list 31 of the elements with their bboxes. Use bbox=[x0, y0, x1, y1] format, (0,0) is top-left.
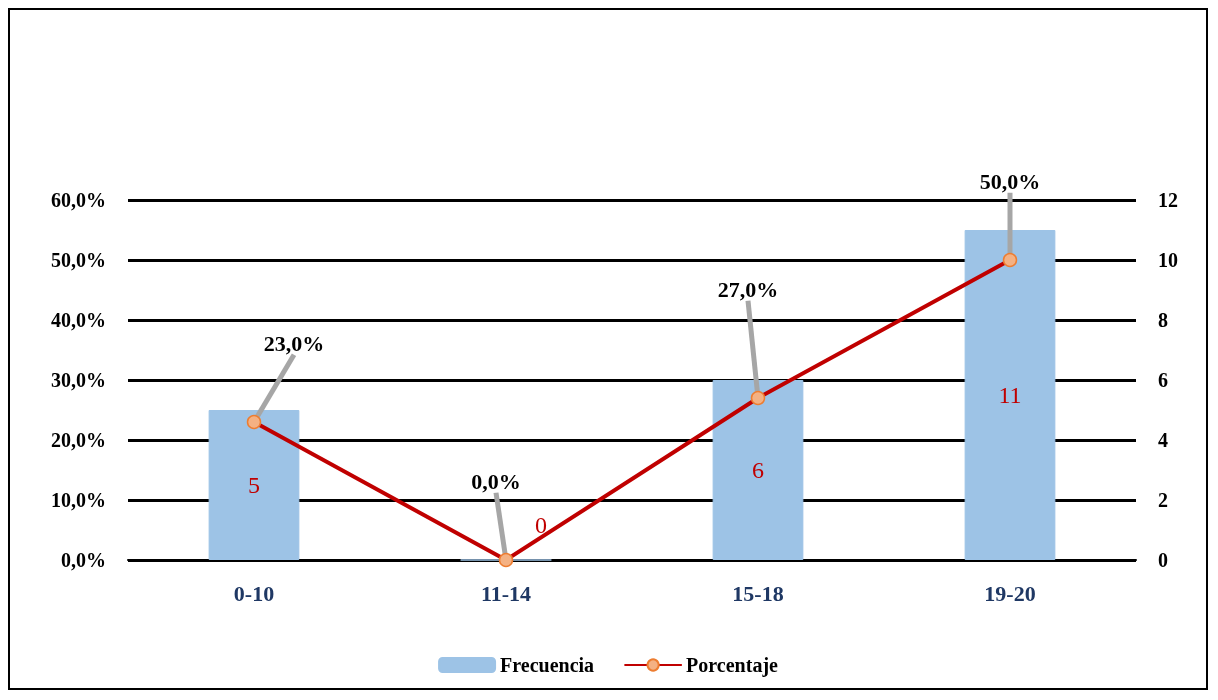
y2-tick-label: 10 bbox=[1158, 249, 1178, 271]
data-label: 11 bbox=[998, 382, 1022, 408]
y-tick-label: 60,0% bbox=[51, 189, 106, 211]
legend-label: Porcentaje bbox=[686, 654, 779, 677]
y-tick-label: 0,0% bbox=[61, 549, 106, 571]
data-label: 0,0% bbox=[471, 469, 521, 495]
x-tick-label: 15-18 bbox=[732, 580, 784, 606]
y2-tick-label: 2 bbox=[1158, 489, 1168, 511]
x-tick-label: 0-10 bbox=[233, 580, 275, 606]
data-label: 0 bbox=[535, 512, 547, 538]
x-tick-label: 11-14 bbox=[480, 580, 532, 606]
data-label: 6 bbox=[752, 457, 764, 483]
data-label: 27,0% bbox=[717, 277, 779, 303]
data-label: 50,0% bbox=[979, 169, 1041, 195]
data-label: 5 bbox=[248, 472, 260, 498]
y-tick-label: 40,0% bbox=[51, 309, 106, 331]
y-tick-label: 30,0% bbox=[51, 369, 106, 391]
data-label: 23,0% bbox=[263, 331, 325, 357]
y-tick-label: 20,0% bbox=[51, 429, 106, 451]
bar bbox=[208, 410, 300, 560]
y2-tick-label: 12 bbox=[1158, 189, 1178, 211]
bar bbox=[964, 230, 1056, 560]
y-tick-label: 10,0% bbox=[51, 489, 106, 511]
x-tick-label: 19-20 bbox=[984, 580, 1036, 606]
bar bbox=[712, 380, 804, 560]
y2-tick-label: 8 bbox=[1158, 309, 1168, 331]
y2-tick-label: 4 bbox=[1158, 429, 1168, 451]
y2-tick-label: 6 bbox=[1158, 369, 1168, 391]
legend-label: Frecuencia bbox=[500, 654, 595, 676]
y-tick-label: 50,0% bbox=[51, 249, 106, 271]
y2-tick-label: 0 bbox=[1158, 549, 1168, 571]
